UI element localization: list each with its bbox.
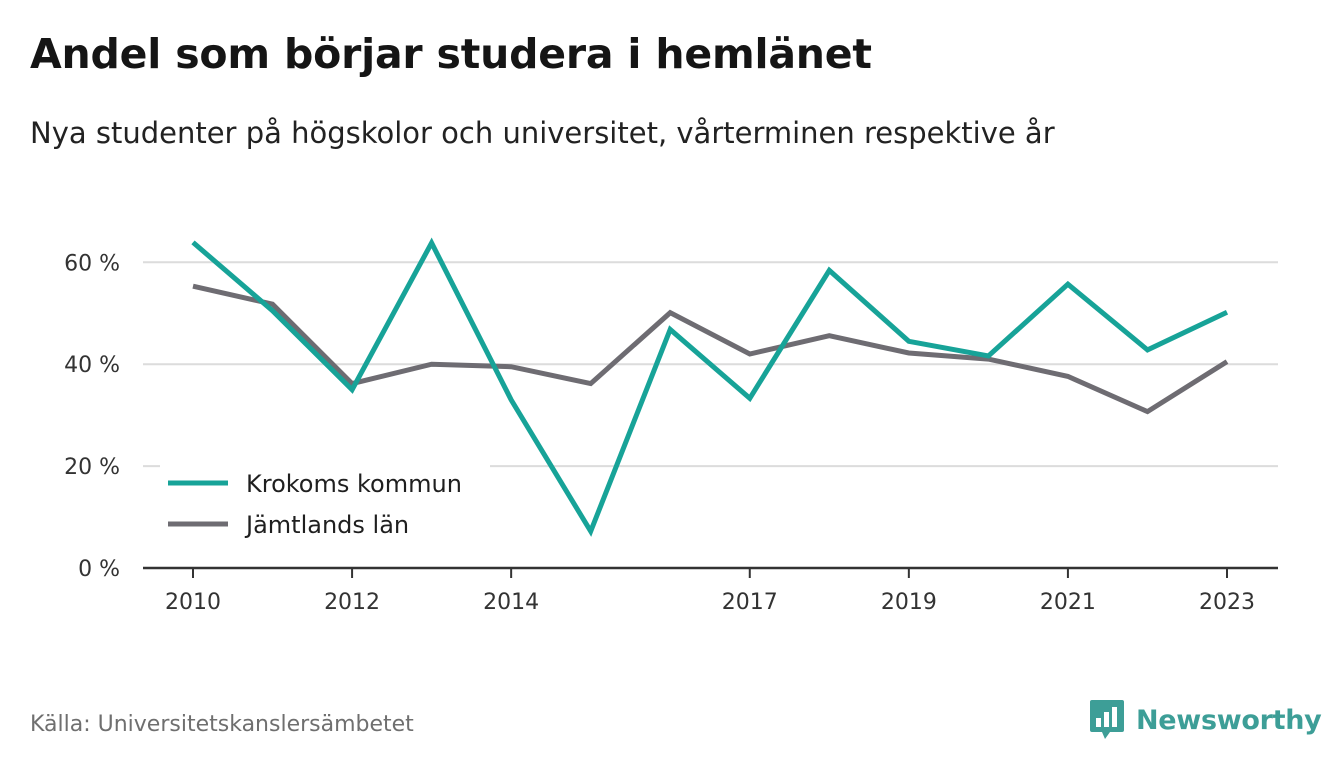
x-tick-label: 2012: [324, 590, 380, 615]
x-tick-label: 2023: [1199, 590, 1255, 615]
x-tick-label: 2017: [722, 590, 778, 615]
x-tick-label: 2019: [881, 590, 937, 615]
y-tick-label: 0 %: [78, 557, 120, 582]
y-tick-label: 60 %: [64, 251, 120, 276]
series-line-jamtland: [192, 283, 1229, 415]
line-chart: 0 % 20 % 40 % 60 % 2010 2012 2014 2017 2019 2021 2…: [64, 237, 1278, 615]
x-tick-label: 2021: [1040, 590, 1096, 615]
legend-label: Krokoms kommun: [246, 470, 462, 498]
legend-label: Jämtlands län: [244, 511, 409, 539]
x-tick-label: 2014: [483, 590, 539, 615]
y-tick-label: 40 %: [64, 353, 120, 378]
brand-logo[interactable]: Newsworthy: [1088, 697, 1322, 743]
brand-name: Newsworthy: [1136, 704, 1322, 736]
axes: 0 % 20 % 40 % 60 % 2010 2012 2014 2017 2019 2021 2…: [64, 251, 1278, 615]
series-lines: [191, 237, 1229, 537]
y-tick-label: 20 %: [64, 455, 120, 480]
x-tick-label: 2010: [165, 590, 221, 615]
chart-subtitle: Nya studenter på högskolor och universit…: [30, 116, 1055, 150]
legend: Krokoms kommun Jämtlands län: [160, 463, 490, 545]
legend-background: [160, 463, 490, 545]
source-note: Källa: Universitetskanslersämbetet: [30, 712, 414, 737]
bar-chart-bubble-icon: [1090, 700, 1124, 739]
series-line-krokom: [191, 237, 1229, 537]
chart-title: Andel som börjar studera i hemlänet: [30, 30, 872, 78]
